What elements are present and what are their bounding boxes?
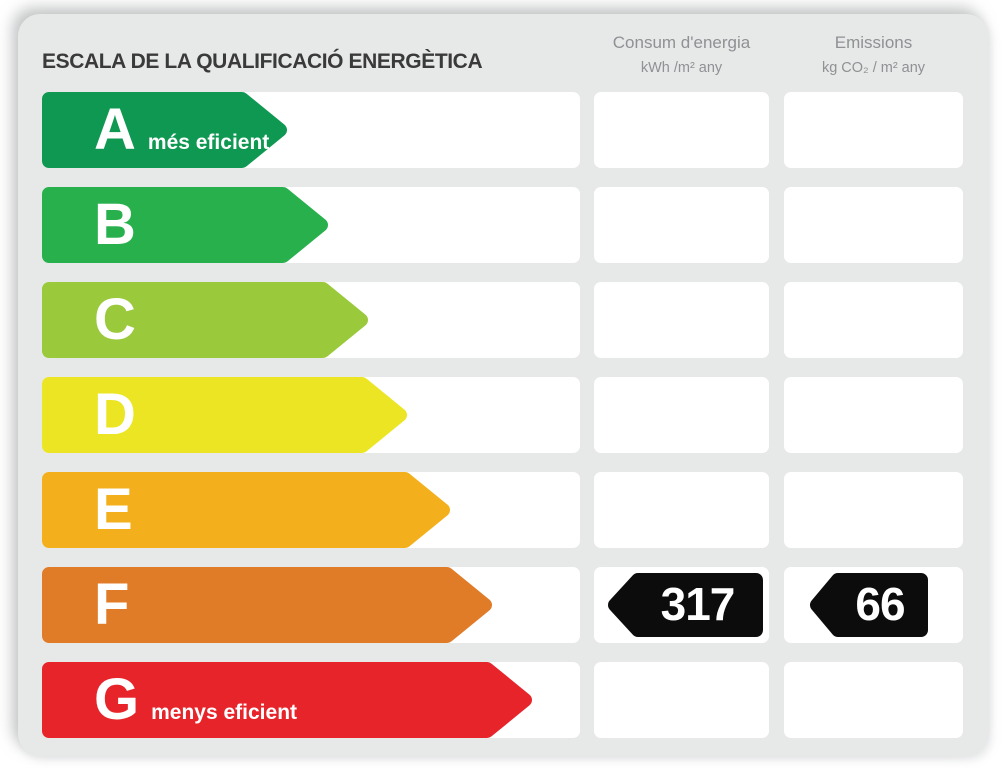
consum-cell bbox=[594, 282, 769, 358]
bar-letter: A bbox=[94, 97, 136, 162]
bar-label: E bbox=[94, 481, 133, 539]
rating-bar-arrow-icon bbox=[42, 377, 407, 453]
consum-header-line1: Consum d'energia bbox=[612, 33, 751, 52]
rating-value: 317 bbox=[660, 578, 736, 631]
consum-cell bbox=[594, 187, 769, 263]
page-title: ESCALA DE LA QUALIFICACIÓ ENERGÈTICA bbox=[42, 50, 483, 73]
rating-bar-arrow-icon bbox=[42, 187, 328, 263]
consum-header-line2: kWh /m² any bbox=[640, 60, 723, 76]
scale-row-e: E bbox=[42, 472, 963, 548]
bar-sublabel: menys eficient bbox=[151, 701, 298, 724]
rating-bar-arrow-icon bbox=[42, 92, 287, 168]
consum-cell: 317 bbox=[594, 567, 769, 643]
emissions-header-line1: Emissions bbox=[834, 33, 913, 52]
scale-row-g: G menys eficient bbox=[42, 662, 963, 738]
bar-label: C bbox=[94, 291, 136, 349]
scale-bar-track: A més eficient bbox=[42, 92, 580, 168]
bar-letter: F bbox=[94, 572, 130, 637]
rating-value: 66 bbox=[855, 578, 905, 631]
bar-label: D bbox=[94, 386, 136, 444]
bar-letter: G bbox=[94, 667, 140, 732]
consum-cell bbox=[594, 472, 769, 548]
bar-letter: E bbox=[94, 477, 133, 542]
value-arrow-icon bbox=[810, 573, 928, 637]
scale-rows: A més eficient B C bbox=[42, 92, 963, 757]
rating-bar-arrow-icon bbox=[42, 472, 450, 548]
scale-row-b: B bbox=[42, 187, 963, 263]
emissions-cell: 66 bbox=[784, 567, 963, 643]
scale-bar-track: F bbox=[42, 567, 580, 643]
header-row: ESCALA DE LA QUALIFICACIÓ ENERGÈTICA Con… bbox=[18, 14, 988, 78]
emissions-cell bbox=[784, 187, 963, 263]
emissions-cell bbox=[784, 472, 963, 548]
rating-value-arrow: 66 bbox=[810, 573, 928, 637]
bar-letter: D bbox=[94, 382, 136, 447]
bar-sublabel: més eficient bbox=[147, 131, 270, 154]
rating-bar-arrow-icon bbox=[42, 567, 492, 643]
scale-bar-track: E bbox=[42, 472, 580, 548]
rating-value-arrow: 317 bbox=[608, 573, 763, 637]
emissions-header-line2: kg CO₂ / m² any bbox=[821, 60, 926, 76]
scale-bar-track: G menys eficient bbox=[42, 662, 580, 738]
column-header-emissions: Emissions kg CO₂ / m² any bbox=[784, 28, 963, 78]
consum-cell bbox=[594, 662, 769, 738]
scale-row-c: C bbox=[42, 282, 963, 358]
emissions-cell bbox=[784, 92, 963, 168]
scale-row-f: F 317 66 bbox=[42, 567, 963, 643]
scale-bar-track: B bbox=[42, 187, 580, 263]
rating-bar-arrow-icon bbox=[42, 662, 532, 738]
scale-bar-track: C bbox=[42, 282, 580, 358]
consum-cell bbox=[594, 92, 769, 168]
bar-label: B bbox=[94, 196, 136, 254]
bar-label: A més eficient bbox=[94, 101, 269, 159]
column-header-consum: Consum d'energia kWh /m² any bbox=[594, 28, 769, 78]
value-arrow-icon bbox=[608, 573, 763, 637]
emissions-cell bbox=[784, 282, 963, 358]
bar-letter: C bbox=[94, 287, 136, 352]
scale-bar-track: D bbox=[42, 377, 580, 453]
scale-row-d: D bbox=[42, 377, 963, 453]
emissions-cell bbox=[784, 662, 963, 738]
rating-bar-arrow-icon bbox=[42, 282, 368, 358]
certificate-card: ESCALA DE LA QUALIFICACIÓ ENERGÈTICA Con… bbox=[18, 14, 988, 756]
bar-label: G menys eficient bbox=[94, 671, 297, 729]
bar-letter: B bbox=[94, 192, 136, 257]
bar-label: F bbox=[94, 576, 129, 634]
consum-cell bbox=[594, 377, 769, 453]
scale-row-a: A més eficient bbox=[42, 92, 963, 168]
emissions-cell bbox=[784, 377, 963, 453]
